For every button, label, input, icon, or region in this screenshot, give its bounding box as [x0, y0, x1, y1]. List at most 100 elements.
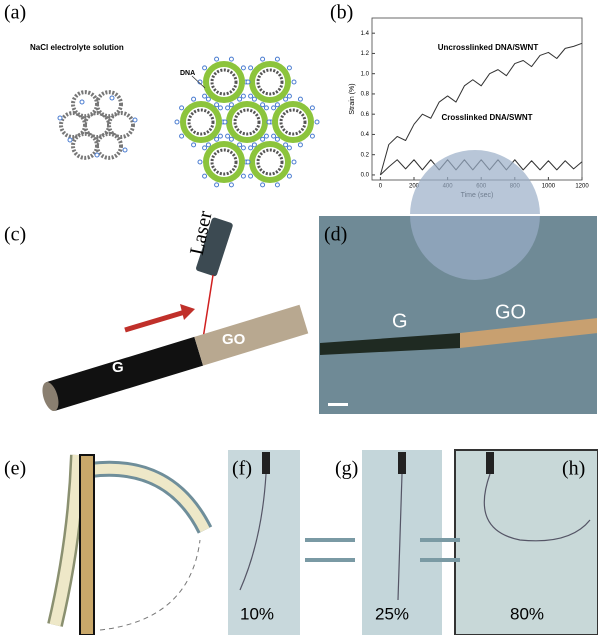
- tube: [97, 92, 121, 116]
- y-tick-label: 0.4: [361, 132, 370, 138]
- ion: [252, 97, 256, 101]
- ion: [292, 80, 296, 84]
- ion: [310, 134, 314, 138]
- holder: [486, 452, 494, 474]
- ion: [275, 103, 279, 107]
- ion: [246, 160, 250, 164]
- ion: [206, 97, 210, 101]
- y-axis-label: Strain (%): [349, 83, 356, 114]
- tube: [258, 70, 282, 94]
- ion: [80, 100, 84, 104]
- ion: [275, 183, 279, 187]
- panel-label: (h): [562, 458, 585, 480]
- g-segment: [46, 337, 203, 411]
- ion: [206, 143, 210, 147]
- panel-label: (d): [324, 224, 347, 246]
- panel-label: (f): [232, 458, 252, 480]
- tube: [97, 134, 121, 158]
- ion: [287, 94, 291, 98]
- ion: [287, 174, 291, 178]
- ion: [241, 174, 245, 178]
- tube: [258, 150, 282, 174]
- tube: [212, 70, 236, 94]
- ion: [192, 143, 196, 147]
- ion: [261, 103, 265, 107]
- y-tick-label: 0.8: [361, 92, 370, 98]
- go-label: GO: [222, 331, 246, 348]
- motion-path: [100, 540, 200, 630]
- ion: [203, 174, 207, 178]
- ion: [226, 106, 230, 110]
- ion: [261, 137, 265, 141]
- ion: [215, 183, 219, 187]
- go-segment: [194, 305, 308, 366]
- ion: [218, 134, 222, 138]
- ion: [298, 143, 302, 147]
- ion: [215, 103, 219, 107]
- strain-label: 80%: [510, 604, 544, 623]
- ion: [287, 66, 291, 70]
- ion: [261, 183, 265, 187]
- ion: [249, 66, 253, 70]
- ion: [95, 153, 99, 157]
- ion: [238, 97, 242, 101]
- x-tick-label: 1200: [575, 184, 589, 190]
- ion: [298, 97, 302, 101]
- holder: [398, 452, 406, 474]
- ion: [123, 148, 127, 152]
- ion: [315, 120, 319, 124]
- y-tick-label: 1.4: [361, 31, 370, 37]
- ion: [215, 57, 219, 61]
- tube: [235, 110, 259, 134]
- go-label: GO: [495, 301, 526, 323]
- strain-label: 25%: [375, 604, 409, 623]
- ion: [261, 57, 265, 61]
- ion: [267, 120, 271, 124]
- y-tick-label: 1.2: [361, 51, 370, 57]
- ion: [246, 80, 250, 84]
- arrow-head: [180, 304, 195, 320]
- arrow: [125, 312, 185, 330]
- ion: [180, 106, 184, 110]
- bundle-swollen: [175, 57, 319, 187]
- ion: [198, 160, 202, 164]
- panel-label: (c): [4, 224, 26, 246]
- ion: [241, 94, 245, 98]
- x-tick-label: 0: [379, 184, 383, 190]
- ion: [229, 103, 233, 107]
- y-tick-label: 0.0: [361, 173, 370, 179]
- ion: [58, 116, 62, 120]
- x-tick-label: 1000: [542, 184, 556, 190]
- fiber: [39, 305, 308, 413]
- y-tick-label: 1.0: [361, 71, 370, 77]
- ion: [284, 97, 288, 101]
- figure: (a) NaCl electrolyte solution DNA (b) 0.…: [0, 0, 598, 635]
- ion: [264, 106, 268, 110]
- ion: [192, 97, 196, 101]
- tube: [73, 92, 97, 116]
- ion: [249, 94, 253, 98]
- ion: [203, 146, 207, 150]
- ion: [223, 120, 227, 124]
- ion: [229, 137, 233, 141]
- ion: [241, 146, 245, 150]
- series-label: Uncrosslinked DNA/SWNT: [438, 43, 539, 52]
- bundle: [58, 92, 137, 158]
- tube: [189, 110, 213, 134]
- panel-label: (e): [4, 458, 26, 480]
- ion: [272, 134, 276, 138]
- tube: [212, 150, 236, 174]
- ion: [275, 57, 279, 61]
- dna-label: DNA: [180, 70, 195, 77]
- ion: [133, 118, 137, 122]
- tube: [281, 110, 305, 134]
- strain-label: 10%: [240, 604, 274, 623]
- ion: [229, 57, 233, 61]
- ion: [226, 134, 230, 138]
- ion: [215, 137, 219, 141]
- page: (a) NaCl electrolyte solution DNA (b) 0.…: [0, 0, 598, 635]
- caption: NaCl electrolyte solution: [30, 43, 124, 52]
- ion: [203, 94, 207, 98]
- straight-fiber: [80, 455, 94, 635]
- ion: [241, 66, 245, 70]
